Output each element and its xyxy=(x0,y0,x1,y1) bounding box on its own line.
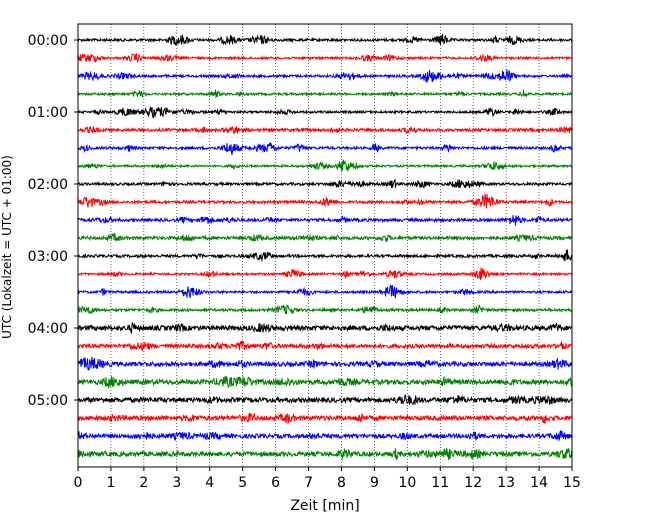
trace-0115 xyxy=(77,125,573,135)
x-tick-label: 0 xyxy=(74,475,83,491)
x-tick-label: 13 xyxy=(497,475,515,491)
trace-0500 xyxy=(77,394,573,406)
x-tick-label: 2 xyxy=(139,475,148,491)
grid-lines xyxy=(110,24,540,467)
trace-0100 xyxy=(77,105,573,119)
trace-0415 xyxy=(77,340,573,352)
x-tick-label: 6 xyxy=(271,475,280,491)
y-axis-ticks: 00:00 01:00 02:00 03:00 04:00 05:00 xyxy=(28,33,78,409)
trace-0530 xyxy=(77,429,573,442)
x-axis-ticks: 0 1 2 3 4 5 6 7 8 9 10 11 12 13 14 15 xyxy=(74,467,581,491)
x-axis-label: Zeit [min] xyxy=(290,498,359,514)
x-tick-label: 7 xyxy=(304,475,313,491)
trace-0300 xyxy=(77,249,573,263)
trace-0430 xyxy=(77,357,573,371)
trace-0330 xyxy=(77,284,573,299)
trace-0515 xyxy=(77,412,573,425)
y-tick-label: 01:00 xyxy=(28,105,68,121)
trace-0200 xyxy=(77,178,573,189)
trace-0345 xyxy=(77,303,573,315)
trace-0145 xyxy=(77,159,573,172)
x-tick-label: 1 xyxy=(106,475,115,491)
x-tick-label: 14 xyxy=(530,475,548,491)
trace-0015 xyxy=(77,53,573,64)
x-tick-label: 11 xyxy=(431,475,449,491)
trace-0030 xyxy=(77,69,573,83)
plot-frame xyxy=(77,23,573,468)
trace-0130 xyxy=(77,141,573,155)
y-tick-label: 02:00 xyxy=(28,177,68,193)
trace-group xyxy=(77,34,573,461)
y-tick-label: 03:00 xyxy=(28,249,68,265)
x-tick-label: 3 xyxy=(172,475,181,491)
trace-0230 xyxy=(77,215,573,226)
trace-0545 xyxy=(77,447,573,461)
x-tick-label: 10 xyxy=(398,475,416,491)
y-tick-label: 00:00 xyxy=(28,33,68,49)
y-tick-label: 05:00 xyxy=(28,393,68,409)
trace-0215 xyxy=(77,193,573,209)
trace-0315 xyxy=(77,267,573,280)
x-tick-label: 5 xyxy=(238,475,247,491)
x-tick-label: 8 xyxy=(337,475,346,491)
trace-0245 xyxy=(77,232,573,243)
x-tick-label: 9 xyxy=(370,475,379,491)
trace-0400 xyxy=(77,321,573,335)
trace-0045 xyxy=(77,89,573,99)
trace-0000 xyxy=(77,34,573,46)
trace-0445 xyxy=(77,375,573,389)
x-tick-label: 15 xyxy=(563,475,581,491)
x-tick-label: 4 xyxy=(205,475,214,491)
y-tick-label: 04:00 xyxy=(28,321,68,337)
x-tick-label: 12 xyxy=(464,475,482,491)
y-axis-label: UTC (Lokalzeit = UTC + 01:00) xyxy=(0,155,14,339)
